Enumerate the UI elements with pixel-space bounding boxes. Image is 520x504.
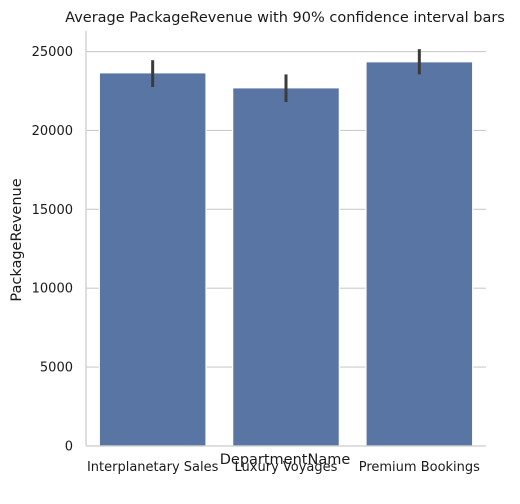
x-tick-label: Interplanetary Sales bbox=[87, 460, 219, 475]
x-tick-label: Premium Bookings bbox=[359, 460, 480, 475]
y-tick-label: 15000 bbox=[32, 203, 73, 218]
bar bbox=[365, 61, 474, 447]
bar bbox=[232, 87, 340, 447]
x-tick-labels: Interplanetary Sales Luxury Voyages Premiu… bbox=[87, 460, 480, 475]
bars bbox=[98, 61, 474, 447]
y-tick-labels: 0 5000 10000 15000 20000 25000 bbox=[32, 45, 73, 454]
y-tick-label: 5000 bbox=[40, 361, 73, 376]
y-tick-label: 20000 bbox=[32, 124, 73, 139]
y-tick-label: 25000 bbox=[32, 45, 73, 60]
y-tick-label: 0 bbox=[65, 440, 73, 455]
y-tick-label: 10000 bbox=[32, 282, 73, 297]
chart-title: Average PackageRevenue with 90% confiden… bbox=[65, 10, 505, 26]
confidence-interval-bars bbox=[151, 49, 421, 103]
y-axis-label: PackageRevenue bbox=[9, 178, 25, 301]
bar bbox=[98, 72, 207, 447]
x-tick-label: Luxury Voyages bbox=[235, 460, 338, 475]
x-axis-label: DepartmentName bbox=[220, 452, 351, 468]
